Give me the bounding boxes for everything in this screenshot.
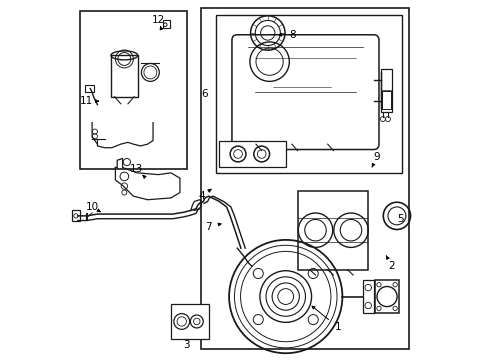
Text: 8: 8 [289,30,296,40]
Bar [375,280,398,313]
Bar [362,280,373,313]
Text: 12: 12 [151,15,165,26]
Text: 10: 10 [85,202,99,212]
Bar [215,15,402,173]
Text: 9: 9 [373,152,380,162]
Bar [171,305,208,338]
Text: 7: 7 [205,222,211,231]
Bar [111,55,138,96]
Bar [163,20,170,28]
Text: 6: 6 [202,89,208,99]
Text: 5: 5 [396,215,403,224]
Bar [80,12,187,169]
Text: 11: 11 [79,96,92,106]
Bar [219,140,285,167]
Bar [298,191,367,270]
Bar [382,91,390,109]
Bar [85,85,94,92]
Bar [72,211,80,221]
Bar [201,8,408,348]
Text: 13: 13 [130,164,143,174]
Text: 1: 1 [334,322,340,332]
Bar [380,69,391,112]
Text: 2: 2 [387,261,394,271]
Text: 4: 4 [198,191,204,201]
Text: 3: 3 [183,340,189,350]
